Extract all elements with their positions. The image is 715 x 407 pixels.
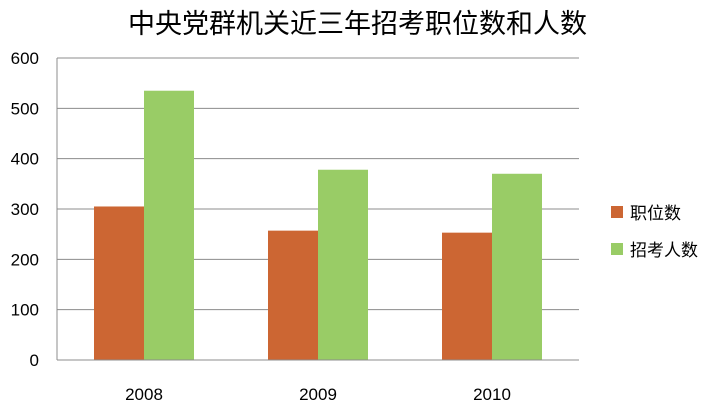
legend-label-applicants: 招考人数	[630, 241, 698, 261]
y-tick-label: 400	[11, 150, 39, 169]
y-tick-label: 500	[11, 99, 39, 118]
x-tick-label: 2008	[125, 385, 163, 404]
y-tick-label: 600	[11, 49, 39, 68]
legend-label-positions: 职位数	[630, 204, 681, 224]
legend-swatch-positions	[611, 206, 623, 218]
bar-2009-positions	[268, 230, 318, 360]
legend-swatch-applicants	[611, 243, 623, 255]
bar-2010-positions	[442, 232, 492, 360]
bar-2008-positions	[94, 206, 144, 360]
x-tick-labels: 2008 2009 2010	[125, 385, 511, 404]
chart-title: 中央党群机关近三年招考职位数和人数	[128, 9, 587, 40]
x-tick-label: 2010	[473, 385, 511, 404]
y-tick-labels: 0 100 200 300 400 500 600	[11, 49, 39, 370]
y-tick-label: 100	[11, 301, 39, 320]
y-tick-label: 0	[30, 351, 39, 370]
y-tick-label: 200	[11, 250, 39, 269]
x-tick-label: 2009	[299, 385, 337, 404]
y-tick-label: 300	[11, 200, 39, 219]
bar-2010-applicants	[492, 173, 542, 360]
bar-2009-applicants	[318, 169, 368, 360]
bar-2008-applicants	[144, 90, 194, 360]
legend: 职位数 招考人数	[611, 204, 698, 261]
bars	[94, 90, 542, 360]
